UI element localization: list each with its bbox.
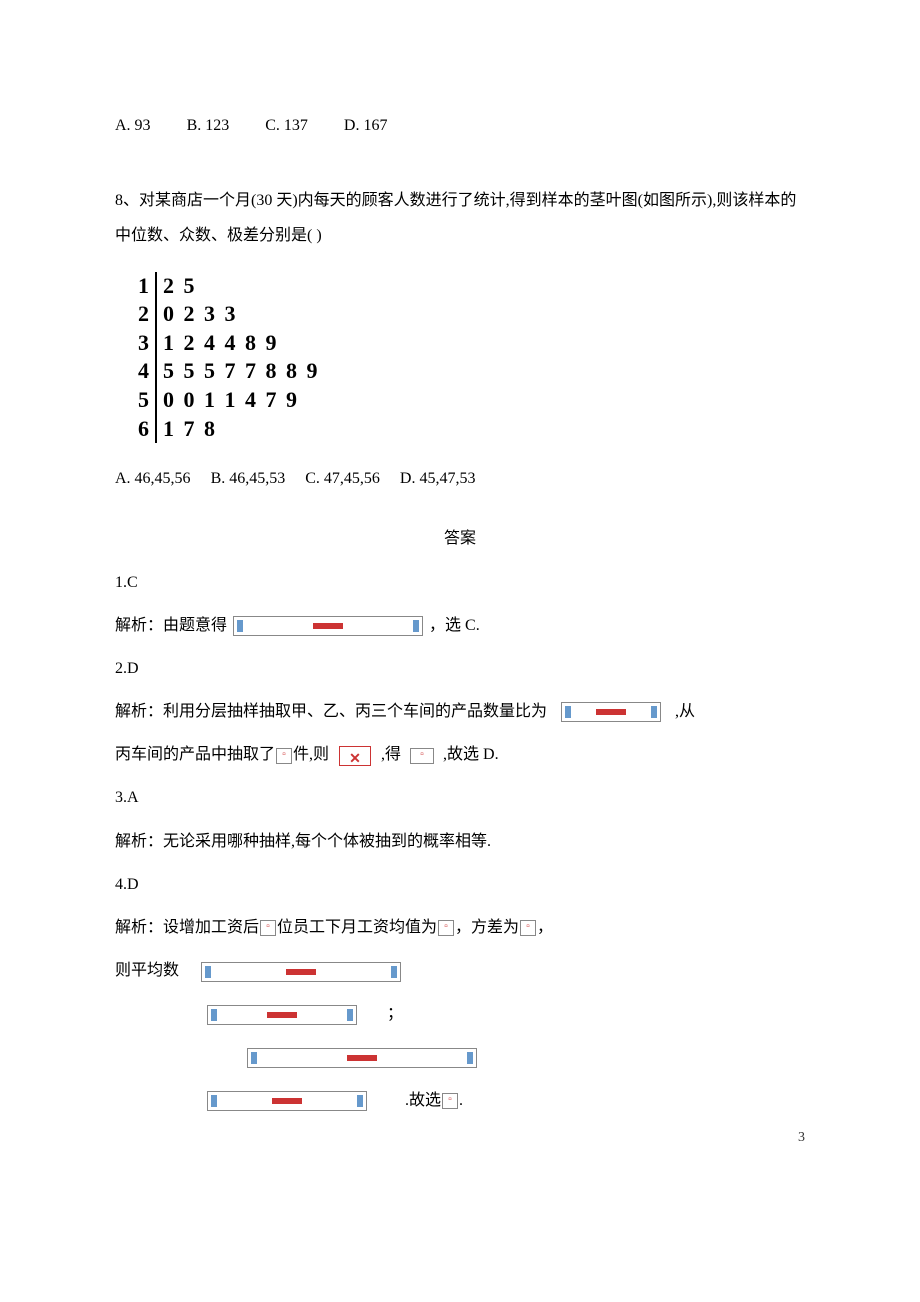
- a3-exp: 解析：无论采用哪种抽样,每个个体被抽到的概率相等.: [115, 824, 805, 859]
- broken-image-icon: ▫: [276, 748, 292, 764]
- broken-image-icon: [247, 1048, 477, 1068]
- a4-label: 4.D: [115, 867, 805, 902]
- broken-image-icon: ▫: [260, 920, 276, 936]
- answers-title: 答案: [115, 521, 805, 556]
- broken-image-icon: [201, 962, 401, 982]
- broken-image-icon: [207, 1091, 367, 1111]
- q8-choice-d: D. 45,47,53: [400, 470, 476, 487]
- broken-image-icon: [207, 1005, 357, 1025]
- q7-choice-b: B. 123: [187, 117, 230, 134]
- a4-exp-3: ；: [205, 996, 805, 1031]
- a1-exp: 解析：由题意得 ，选 C.: [115, 608, 805, 643]
- broken-image-icon: ▫: [438, 920, 454, 936]
- q8-choice-b: B. 46,45,53: [211, 470, 286, 487]
- q7-choice-a: A. 93: [115, 117, 151, 134]
- a2-exp-1: 解析：利用分层抽样抽取甲、乙、丙三个车间的产品数量比为 ,从: [115, 694, 805, 729]
- stem-leaf-plot: 12 5 20 2 3 3 31 2 4 4 8 9 45 5 5 7 7 8 …: [125, 272, 805, 444]
- broken-image-icon: ▫: [520, 920, 536, 936]
- q8-choice-c: C. 47,45,56: [305, 470, 380, 487]
- q7-choice-c: C. 137: [265, 117, 308, 134]
- broken-image-icon: ▫: [442, 1093, 458, 1109]
- a4-exp-1: 解析：设增加工资后▫位员工下月工资均值为▫，方差为▫，: [115, 910, 805, 945]
- a4-exp-2: 则平均数: [115, 953, 805, 988]
- broken-image-icon: [561, 702, 661, 722]
- a4-exp-4: [245, 1040, 805, 1075]
- q8-choices: A. 46,45,56 B. 46,45,53 C. 47,45,56 D. 4…: [115, 461, 805, 496]
- a3-label: 3.A: [115, 780, 805, 815]
- broken-image-icon: ▫: [410, 748, 434, 764]
- a2-exp-2: 丙车间的产品中抽取了▫件,则 ,得 ▫ ,故选 D.: [115, 737, 805, 772]
- q8-choice-a: A. 46,45,56: [115, 470, 191, 487]
- broken-image-icon: [233, 616, 423, 636]
- q7-choices: A. 93 B. 123 C. 137 D. 167: [115, 108, 805, 143]
- page-number: 3: [798, 1130, 805, 1146]
- a1-label: 1.C: [115, 565, 805, 600]
- q7-choice-d: D. 167: [344, 117, 388, 134]
- a2-label: 2.D: [115, 651, 805, 686]
- a4-exp-5: .故选▫.: [205, 1083, 805, 1118]
- broken-image-icon: [339, 746, 371, 766]
- q8-text: 8、对某商店一个月(30 天)内每天的顾客人数进行了统计,得到样本的茎叶图(如图…: [115, 183, 805, 253]
